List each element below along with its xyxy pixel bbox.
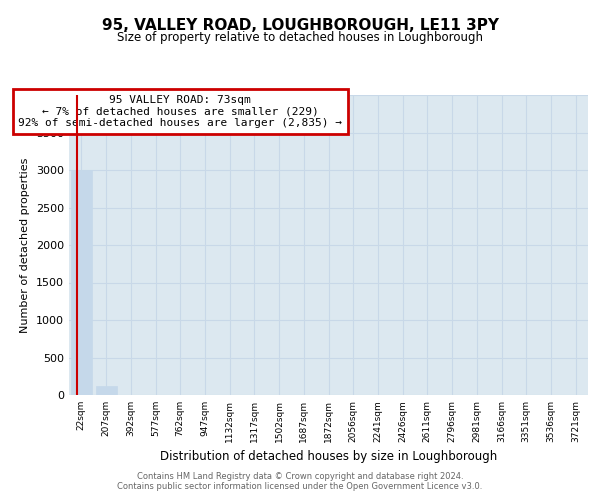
Text: Contains public sector information licensed under the Open Government Licence v3: Contains public sector information licen… xyxy=(118,482,482,491)
Text: Contains HM Land Registry data © Crown copyright and database right 2024.: Contains HM Land Registry data © Crown c… xyxy=(137,472,463,481)
X-axis label: Distribution of detached houses by size in Loughborough: Distribution of detached houses by size … xyxy=(160,450,497,464)
Bar xyxy=(71,170,92,395)
Bar xyxy=(95,386,116,395)
Text: 95 VALLEY ROAD: 73sqm
← 7% of detached houses are smaller (229)
92% of semi-deta: 95 VALLEY ROAD: 73sqm ← 7% of detached h… xyxy=(18,95,342,128)
Text: Size of property relative to detached houses in Loughborough: Size of property relative to detached ho… xyxy=(117,31,483,44)
Text: 95, VALLEY ROAD, LOUGHBOROUGH, LE11 3PY: 95, VALLEY ROAD, LOUGHBOROUGH, LE11 3PY xyxy=(101,18,499,32)
Y-axis label: Number of detached properties: Number of detached properties xyxy=(20,158,31,332)
